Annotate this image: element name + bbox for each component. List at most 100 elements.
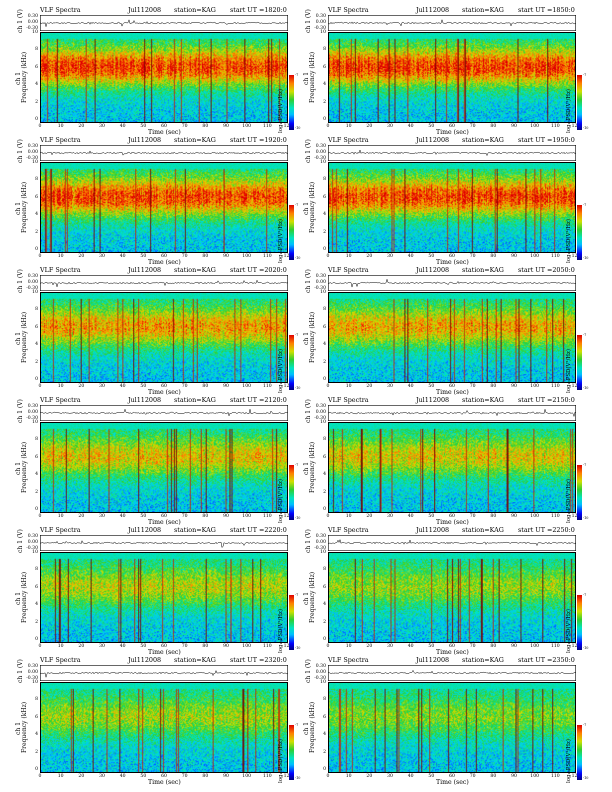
spectrogram bbox=[328, 162, 576, 253]
panel-date: Jul112008 bbox=[128, 266, 162, 274]
panel-title: VLF Spectra bbox=[328, 136, 369, 144]
panel-start-time: start UT =2320:0 bbox=[230, 656, 287, 664]
time-tick-label: 70 bbox=[181, 254, 188, 259]
spectrogram bbox=[328, 682, 576, 773]
spec-ylabel-channel: ch 1 bbox=[303, 332, 310, 345]
spectrogram-panel: VLF Spectra Jul112008 station=KAG start UT … bbox=[0, 5, 300, 136]
timeseries-frame bbox=[328, 535, 576, 551]
spectrogram-panel: VLF Spectra Jul112008 station=KAG start UT … bbox=[0, 525, 300, 656]
freq-tick-label: 4 bbox=[323, 212, 326, 218]
freq-tick-label: 6 bbox=[35, 64, 38, 70]
spec-ylabel-channel: ch 1 bbox=[303, 462, 310, 475]
colorbar bbox=[577, 725, 582, 780]
time-tick-label: 120 bbox=[283, 644, 293, 649]
freq-tick-label: 8 bbox=[35, 47, 38, 53]
colorbar bbox=[577, 465, 582, 520]
time-tick-label: 0 bbox=[38, 644, 42, 649]
spectrogram-panel: VLF Spectra Jul112008 station=KAG start UT … bbox=[288, 395, 588, 526]
ts-tick-label: -0.30 bbox=[26, 156, 38, 161]
colorbar-label: log₁₀PSD(V²/Hz) bbox=[566, 608, 572, 653]
freq-tick-label: 6 bbox=[323, 584, 326, 590]
time-tick-label: 120 bbox=[283, 384, 293, 389]
spectrogram-panel: VLF Spectra Jul112008 station=KAG start UT … bbox=[0, 395, 300, 526]
colorbar-label: log₁₀PSD(V²/Hz) bbox=[278, 88, 284, 133]
ts-ylabel: ch 1 (V) bbox=[17, 529, 24, 553]
panel-header: VLF Spectra Jul112008 station=KAG start UT … bbox=[40, 395, 288, 405]
spec-ylabel-channel: ch 1 bbox=[15, 332, 22, 345]
time-tick-label: 40 bbox=[119, 774, 126, 779]
spec-ylabel-channel: ch 1 bbox=[15, 202, 22, 215]
time-tick-label: 110 bbox=[550, 514, 560, 519]
panel-station: station=KAG bbox=[174, 266, 216, 274]
time-tick-label: 120 bbox=[571, 254, 581, 259]
time-tick-label: 70 bbox=[181, 644, 188, 649]
freq-tick-label: 6 bbox=[323, 324, 326, 330]
spectrogram-image bbox=[329, 33, 575, 122]
colorbar-label: log₁₀PSD(V²/Hz) bbox=[278, 608, 284, 653]
ts-tick-label: -0.30 bbox=[314, 156, 326, 161]
freq-tick-label: 10 bbox=[320, 160, 326, 165]
spectrogram-image bbox=[329, 293, 575, 382]
time-tick-label: 100 bbox=[530, 384, 540, 389]
freq-tick-label: 4 bbox=[323, 602, 326, 608]
colorbar-tick-label: -10 bbox=[583, 256, 589, 260]
time-tick-label: 120 bbox=[283, 774, 293, 779]
time-tick-label: 110 bbox=[550, 644, 560, 649]
freq-tick-label: 2 bbox=[35, 489, 38, 495]
timeseries-plot bbox=[328, 665, 576, 681]
freq-tick-label: 8 bbox=[35, 437, 38, 443]
ts-ylabel: ch 1 (V) bbox=[17, 399, 24, 423]
time-tick-label: 120 bbox=[283, 124, 293, 129]
time-axis-label: Time (sec) bbox=[148, 129, 181, 136]
colorbar-tick-label: -10 bbox=[295, 776, 301, 780]
time-tick-label: 80 bbox=[490, 514, 497, 519]
ts-tick-label: 0.30 bbox=[27, 144, 38, 149]
timeseries-plot bbox=[328, 535, 576, 551]
panel-date: Jul112008 bbox=[416, 266, 450, 274]
spec-ylabel: Frequency (kHz) bbox=[21, 571, 28, 623]
time-tick-label: 20 bbox=[78, 774, 85, 779]
freq-tick-label: 4 bbox=[35, 602, 38, 608]
spectrogram bbox=[40, 682, 288, 773]
panel-header: VLF Spectra Jul112008 station=KAG start UT … bbox=[40, 135, 288, 145]
ts-tick-label: 0.00 bbox=[315, 20, 326, 25]
spec-ylabel: Frequency (kHz) bbox=[21, 701, 28, 753]
colorbar-label: log₁₀PSD(V²/Hz) bbox=[278, 478, 284, 523]
spec-ylabel: Frequency (kHz) bbox=[309, 441, 316, 493]
time-tick-label: 60 bbox=[449, 124, 455, 129]
time-tick-label: 70 bbox=[469, 514, 476, 519]
ts-ylabel: ch 1 (V) bbox=[17, 9, 24, 33]
time-tick-label: 0 bbox=[38, 254, 42, 259]
time-tick-label: 80 bbox=[202, 254, 209, 259]
time-tick-label: 70 bbox=[181, 384, 188, 389]
spectrogram-image bbox=[41, 683, 287, 772]
time-tick-label: 120 bbox=[571, 644, 581, 649]
time-tick-label: 50 bbox=[428, 124, 435, 129]
timeseries-line bbox=[40, 669, 288, 679]
freq-tick-label: 2 bbox=[323, 359, 326, 365]
colorbar-label: log₁₀PSD(V²/Hz) bbox=[278, 218, 284, 263]
panel-date: Jul112008 bbox=[128, 6, 162, 14]
time-tick-label: 100 bbox=[242, 384, 252, 389]
time-tick-label: 110 bbox=[262, 644, 272, 649]
freq-tick-label: 4 bbox=[323, 82, 326, 88]
panel-header: VLF Spectra Jul112008 station=KAG start UT … bbox=[328, 525, 576, 535]
time-tick-label: 90 bbox=[511, 124, 517, 129]
time-tick-label: 20 bbox=[366, 254, 373, 259]
time-tick-label: 90 bbox=[223, 644, 229, 649]
time-tick-label: 90 bbox=[223, 514, 229, 519]
time-tick-label: 100 bbox=[530, 254, 540, 259]
time-tick-label: 0 bbox=[38, 774, 42, 779]
spectrogram-image bbox=[329, 683, 575, 772]
colorbar-label: log₁₀PSD(V²/Hz) bbox=[566, 478, 572, 523]
freq-tick-label: 0 bbox=[35, 507, 38, 512]
time-tick-label: 10 bbox=[345, 384, 352, 389]
time-tick-label: 90 bbox=[511, 514, 517, 519]
timeseries-plot bbox=[40, 275, 288, 291]
panel-station: station=KAG bbox=[462, 136, 504, 144]
spectrogram-image bbox=[41, 293, 287, 382]
time-tick-label: 110 bbox=[262, 384, 272, 389]
ts-ylabel: ch 1 (V) bbox=[17, 269, 24, 293]
colorbar bbox=[289, 725, 294, 780]
panel-station: station=KAG bbox=[174, 396, 216, 404]
